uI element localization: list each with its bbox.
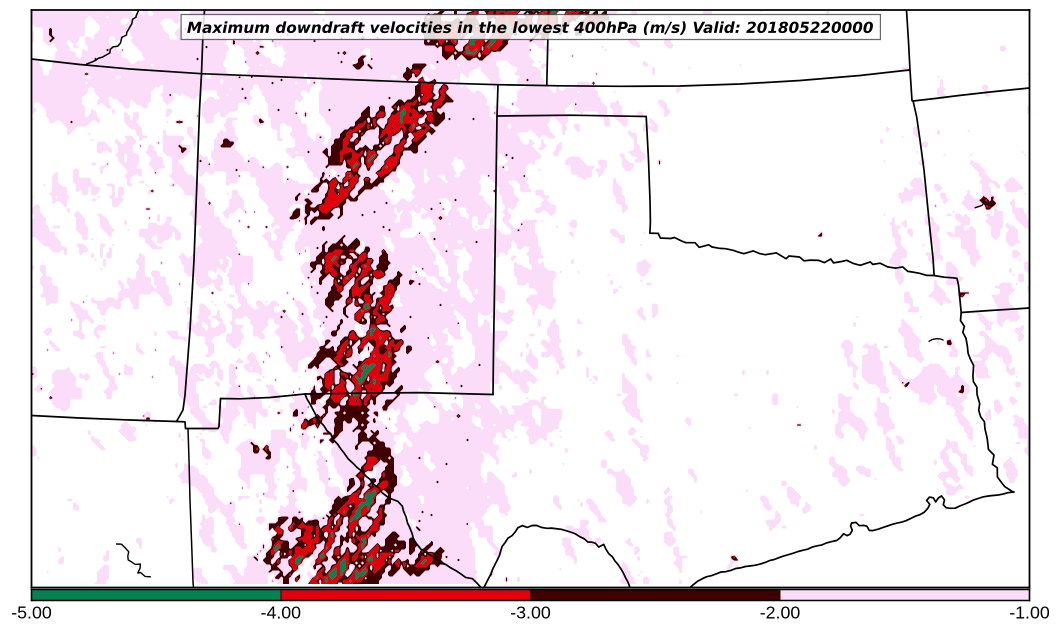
svg-text:-1.00: -1.00: [1009, 603, 1050, 623]
svg-text:-5.00: -5.00: [11, 603, 52, 623]
svg-text:-4.00: -4.00: [261, 603, 302, 623]
svg-text:-2.00: -2.00: [760, 603, 801, 623]
svg-text:-3.00: -3.00: [510, 603, 551, 623]
